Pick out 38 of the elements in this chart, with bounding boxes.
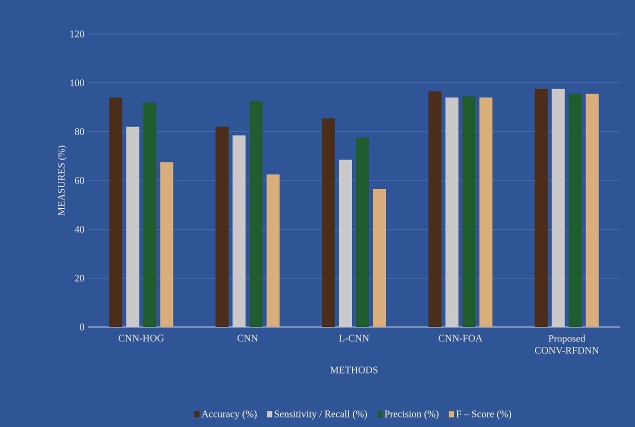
bar [552, 88, 565, 327]
legend-label: Precision (%) [384, 410, 438, 420]
x-tick-label: CNN [237, 334, 258, 342]
bar [428, 91, 442, 327]
x-tick-label: Proposed CONV-RFDNN [535, 334, 599, 354]
bar [143, 102, 156, 327]
legend-label: F – Score (%) [456, 410, 512, 420]
bar [339, 160, 352, 327]
bar [356, 138, 369, 327]
bar [232, 135, 246, 327]
y-axis-title: MEASURES (%) [58, 146, 67, 216]
x-tick-label: CNN-FOA [438, 334, 482, 342]
y-tick-label: 40 [74, 226, 84, 233]
x-tick-label: CNN-HOG [118, 334, 164, 342]
x-tick-label: L-CNN [339, 334, 369, 342]
bar [160, 162, 174, 327]
y-tick-label: 80 [74, 128, 84, 136]
y-tick-label: 60 [74, 177, 84, 184]
bar [479, 97, 492, 327]
bar [250, 101, 263, 327]
legend-label: Accuracy (%) [202, 410, 257, 420]
bar [445, 97, 458, 327]
y-tick-label: 20 [74, 274, 84, 282]
bar [216, 126, 229, 327]
bar [322, 118, 335, 327]
bar [462, 96, 476, 327]
x-axis-title: METHODS [330, 366, 378, 374]
y-tick-label: 0 [80, 324, 84, 330]
legend-label: Sensitivity / Recall (%) [274, 410, 367, 420]
y-tick-label: 100 [70, 79, 84, 86]
bar [373, 189, 386, 327]
y-tick-label: 120 [70, 30, 84, 38]
bar [568, 94, 582, 327]
bar [586, 94, 599, 327]
bar [266, 174, 280, 327]
bar [126, 126, 140, 327]
bar [109, 97, 122, 327]
bar [534, 88, 548, 327]
